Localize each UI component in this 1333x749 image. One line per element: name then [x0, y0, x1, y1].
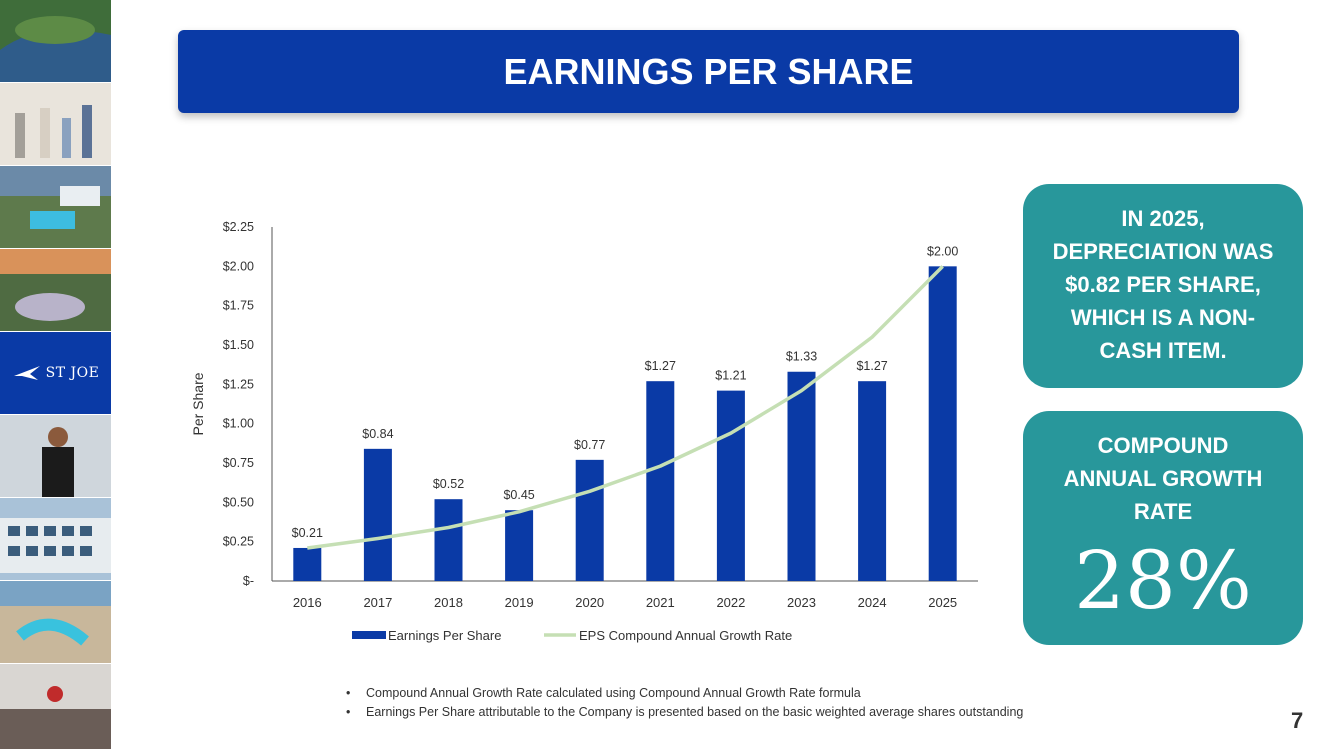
data-label: $1.27 — [856, 359, 887, 373]
y-tick-label: $2.25 — [223, 220, 254, 234]
bar — [434, 499, 463, 581]
y-tick-label: $1.50 — [223, 338, 254, 352]
data-label: $1.27 — [645, 359, 676, 373]
data-label: $0.21 — [292, 526, 323, 540]
bar — [363, 448, 392, 581]
st-joe-bird-icon — [13, 366, 40, 380]
photo-lake-sunset — [0, 249, 111, 331]
photo-golf-course — [0, 0, 111, 82]
photo-family — [0, 83, 111, 165]
y-tick-label: $0.25 — [223, 535, 254, 549]
x-tick-label: 2023 — [787, 595, 816, 610]
eps-chart: $- $0.25 $0.50 $0.75 $1.00 $1.25 $1.50 $1.75 $2.… — [190, 220, 978, 643]
data-label: $2.00 — [927, 244, 958, 258]
x-tick-label: 2018 — [434, 595, 463, 610]
x-tick-label: 2025 — [928, 595, 957, 610]
chart-axes: $- $0.25 $0.50 $0.75 $1.00 $1.25 $1.50 $1.75 $2.… — [190, 220, 978, 610]
y-tick-label: $1.25 — [223, 377, 254, 391]
x-tick-label: 2021 — [646, 595, 675, 610]
photo-resort-pool — [0, 166, 111, 248]
cagr-callout: COMPOUND ANNUAL GROWTH RATE 28% — [1023, 411, 1303, 645]
footnote-item: Compound Annual Growth Rate calculated u… — [346, 684, 1023, 703]
y-tick-label: $- — [243, 574, 254, 588]
legend-bar-swatch — [352, 631, 386, 639]
bar — [787, 371, 816, 581]
bar — [575, 459, 604, 581]
data-label: $1.21 — [715, 369, 746, 383]
page-title: EARNINGS PER SHARE — [503, 50, 914, 92]
trend-line-series — [307, 265, 944, 550]
x-tick-label: 2024 — [858, 595, 887, 610]
photo-office-building — [0, 498, 111, 580]
logo-text: ST JOE — [45, 365, 100, 381]
photo-water-park — [0, 581, 111, 663]
x-tick-label: 2017 — [363, 595, 392, 610]
x-tick-label: 2022 — [716, 595, 745, 610]
bar — [505, 510, 534, 581]
data-labels: $0.21 $0.84 $0.52 $0.45 $0.77 $1.27 $1.21 $1.33… — [292, 244, 959, 540]
cagr-label: COMPOUND ANNUAL GROWTH RATE — [1063, 433, 1263, 524]
legend-line-label: EPS Compound Annual Growth Rate — [579, 628, 792, 643]
y-tick-label: $0.50 — [223, 495, 254, 509]
bar — [293, 547, 322, 581]
bar-series — [293, 266, 957, 581]
cagr-value: 28% — [1074, 534, 1252, 627]
y-tick-label: $1.75 — [223, 299, 254, 313]
depreciation-text: IN 2025, DEPRECIATION WAS $0.82 PER SHAR… — [1052, 206, 1274, 363]
title-banner: EARNINGS PER SHARE — [178, 30, 1239, 113]
x-tick-label: 2016 — [293, 595, 322, 610]
y-axis-label: Per Share — [190, 372, 206, 435]
data-label: $0.84 — [362, 427, 393, 441]
footnotes: Compound Annual Growth Rate calculated u… — [346, 684, 1023, 722]
st-joe-logo: ST JOE — [0, 332, 111, 414]
bar — [858, 381, 887, 581]
photo-strip: ST JOE — [0, 0, 111, 749]
data-label: $0.52 — [433, 477, 464, 491]
page-number: 7 — [1291, 708, 1304, 733]
y-tick-label: $1.00 — [223, 417, 254, 431]
trend-line — [307, 265, 944, 550]
bar — [646, 381, 675, 581]
data-label: $1.33 — [786, 350, 817, 364]
chart-legend: Earnings Per Share EPS Compound Annual Gr… — [352, 628, 792, 643]
legend-bar-label: Earnings Per Share — [388, 628, 501, 643]
x-tick-label: 2020 — [575, 595, 604, 610]
photo-staff — [0, 415, 111, 497]
y-tick-label: $0.75 — [223, 456, 254, 470]
bar — [928, 266, 957, 581]
data-label: $0.45 — [503, 488, 534, 502]
photo-event-crowd — [0, 664, 111, 749]
depreciation-callout: IN 2025, DEPRECIATION WAS $0.82 PER SHAR… — [1023, 184, 1303, 388]
footnote-item: Earnings Per Share attributable to the C… — [346, 703, 1023, 722]
y-tick-label: $2.00 — [223, 259, 254, 273]
bar — [716, 390, 745, 581]
x-tick-label: 2019 — [505, 595, 534, 610]
data-label: $0.77 — [574, 438, 605, 452]
